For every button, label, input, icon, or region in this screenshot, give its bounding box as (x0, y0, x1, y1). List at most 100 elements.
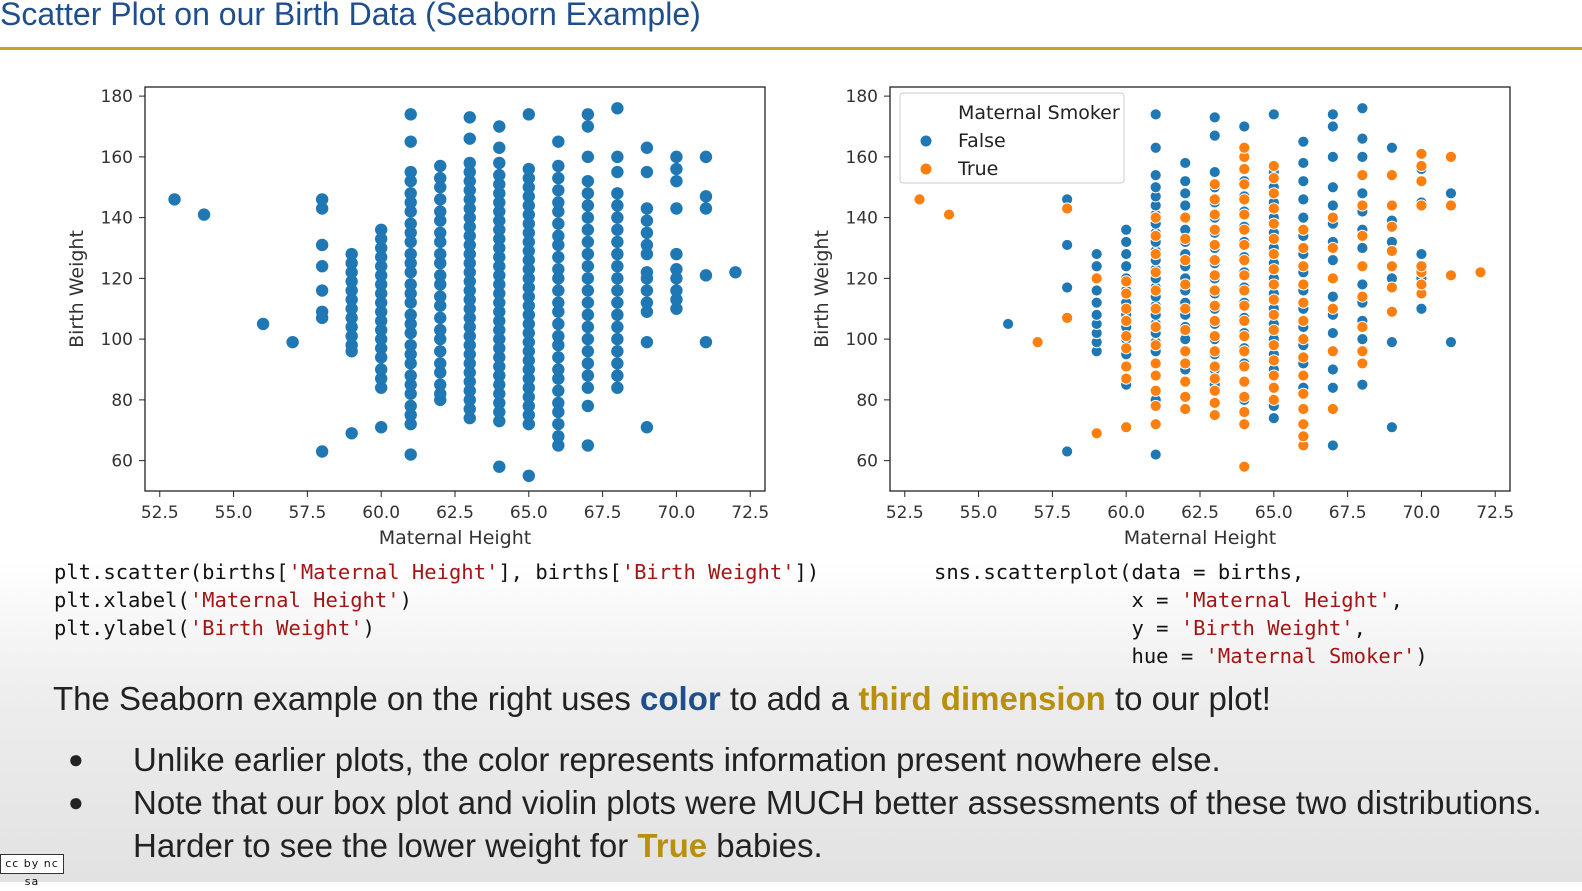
legend-marker-false (919, 134, 933, 148)
data-point (1415, 199, 1428, 212)
data-point (581, 308, 595, 322)
data-point (1179, 187, 1192, 200)
code-string: 'Birth Weight' (189, 616, 363, 640)
x-tick-label: 67.5 (584, 503, 622, 523)
data-point (552, 439, 565, 452)
data-point (1267, 354, 1280, 367)
data-point (581, 284, 595, 297)
data-point (1297, 333, 1310, 346)
data-point (404, 266, 417, 279)
data-point (463, 220, 476, 233)
data-point (552, 272, 565, 285)
data-point (404, 217, 417, 230)
data-point (345, 302, 358, 315)
data-point (611, 345, 624, 358)
data-point (315, 238, 329, 252)
data-point (552, 296, 565, 309)
data-point (374, 421, 388, 434)
data-point (1090, 272, 1103, 285)
data-point (522, 417, 536, 431)
data-point (1385, 260, 1399, 273)
data-point (1356, 229, 1369, 242)
data-point (1267, 159, 1280, 173)
data-point (522, 181, 536, 194)
data-point (404, 448, 417, 461)
data-point (522, 335, 536, 349)
data-point (463, 366, 476, 379)
data-point (434, 290, 447, 303)
data-point (463, 375, 476, 388)
data-point (1238, 120, 1251, 133)
data-point (640, 202, 654, 215)
data-point (434, 256, 447, 270)
data-point (552, 205, 565, 218)
data-point (1179, 302, 1192, 315)
data-point (1356, 378, 1369, 391)
data-point (1149, 108, 1162, 121)
data-point (1356, 187, 1369, 200)
data-point (404, 348, 417, 361)
data-point (611, 381, 624, 394)
data-point (1267, 247, 1280, 261)
data-point (1149, 181, 1162, 194)
data-point (552, 396, 565, 410)
data-point (1061, 202, 1074, 215)
data-point (345, 311, 358, 325)
data-point (1297, 278, 1310, 291)
data-point (1090, 247, 1103, 261)
data-point (1238, 299, 1251, 312)
data-point (1238, 193, 1251, 206)
data-point (404, 196, 417, 209)
data-point (1149, 357, 1162, 370)
data-point (1326, 345, 1339, 358)
scatter-chart-left: 52.5 55.0 57.5 60.0 62.5 65.0 67.5 70.0 72.5 60 80… (66, 86, 769, 549)
data-point (1356, 168, 1369, 182)
series-all (168, 102, 742, 483)
data-point (1149, 369, 1162, 382)
data-point (493, 250, 506, 264)
data-point (611, 308, 624, 322)
data-point (522, 345, 536, 358)
data-point (1208, 208, 1221, 221)
x-tick-label: 62.5 (436, 503, 474, 523)
data-point (1415, 260, 1428, 273)
legend-frame (899, 92, 1125, 184)
data-point (1208, 254, 1221, 267)
code-token: x = (934, 588, 1181, 612)
data-point (581, 369, 595, 382)
data-point (434, 226, 447, 240)
data-point (1208, 396, 1221, 410)
data-point (1149, 284, 1162, 297)
data-point (493, 305, 506, 318)
data-point (463, 193, 476, 206)
data-point (1120, 287, 1133, 300)
data-point (1267, 293, 1280, 306)
data-point (315, 202, 329, 215)
data-point (404, 338, 417, 352)
data-point (611, 296, 624, 309)
data-point (463, 184, 476, 197)
data-point (1149, 384, 1162, 397)
data-point (1326, 402, 1339, 416)
data-point (611, 102, 624, 115)
data-point (670, 293, 683, 306)
y-tick-label: 100 (101, 330, 133, 350)
data-point (1297, 314, 1310, 327)
data-point (1238, 141, 1251, 154)
data-point (522, 162, 536, 176)
data-point (1179, 175, 1192, 188)
data-point (942, 208, 956, 221)
data-point (374, 223, 388, 236)
data-point (1120, 421, 1133, 434)
code-block-matplotlib: plt.scatter(births['Maternal Height'], b… (54, 558, 819, 642)
data-point (463, 174, 476, 188)
data-point (374, 287, 388, 300)
data-point (1179, 375, 1192, 388)
code-token: , (1390, 588, 1404, 612)
data-point (1208, 193, 1221, 206)
data-point (404, 408, 417, 422)
data-point (1208, 299, 1221, 312)
data-point (1474, 266, 1487, 279)
data-point (1356, 333, 1369, 346)
data-point (1297, 175, 1310, 188)
